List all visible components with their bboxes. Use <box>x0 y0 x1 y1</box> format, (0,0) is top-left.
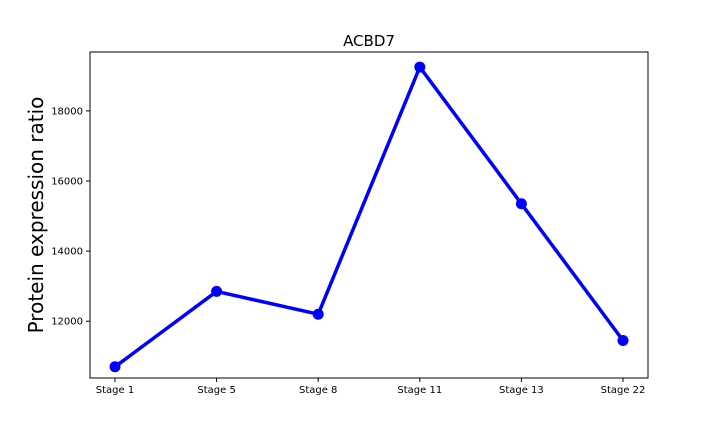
y-tick-label: 18000 <box>51 106 83 117</box>
data-point <box>414 61 426 73</box>
plot-area-frame <box>89 51 649 379</box>
data-point <box>109 361 121 373</box>
x-tick-label: Stage 5 <box>197 385 235 396</box>
series-line <box>113 65 625 369</box>
x-tick-label: Stage 11 <box>397 385 442 396</box>
x-tick-label: Stage 13 <box>499 385 544 396</box>
data-point <box>515 198 527 210</box>
y-tick-label: 16000 <box>51 176 83 187</box>
data-point <box>211 285 223 297</box>
series-markers <box>109 61 629 373</box>
x-tick-label: Stage 22 <box>601 385 646 396</box>
x-tick-label: Stage 1 <box>96 385 134 396</box>
y-axis-ticks: 12000 14000 16000 18000 <box>51 106 90 328</box>
y-tick-label: 14000 <box>51 247 83 258</box>
x-axis-ticks: Stage 1 Stage 5 Stage 8 Stage 11 Stage 13 Sta… <box>96 378 646 396</box>
x-tick-label: Stage 8 <box>299 385 337 396</box>
data-point <box>617 334 629 346</box>
data-point <box>312 308 324 320</box>
y-tick-label: 12000 <box>51 317 83 328</box>
chart-title: ACBD7 <box>343 32 395 50</box>
y-axis-label: Protein expression ratio <box>24 97 48 334</box>
